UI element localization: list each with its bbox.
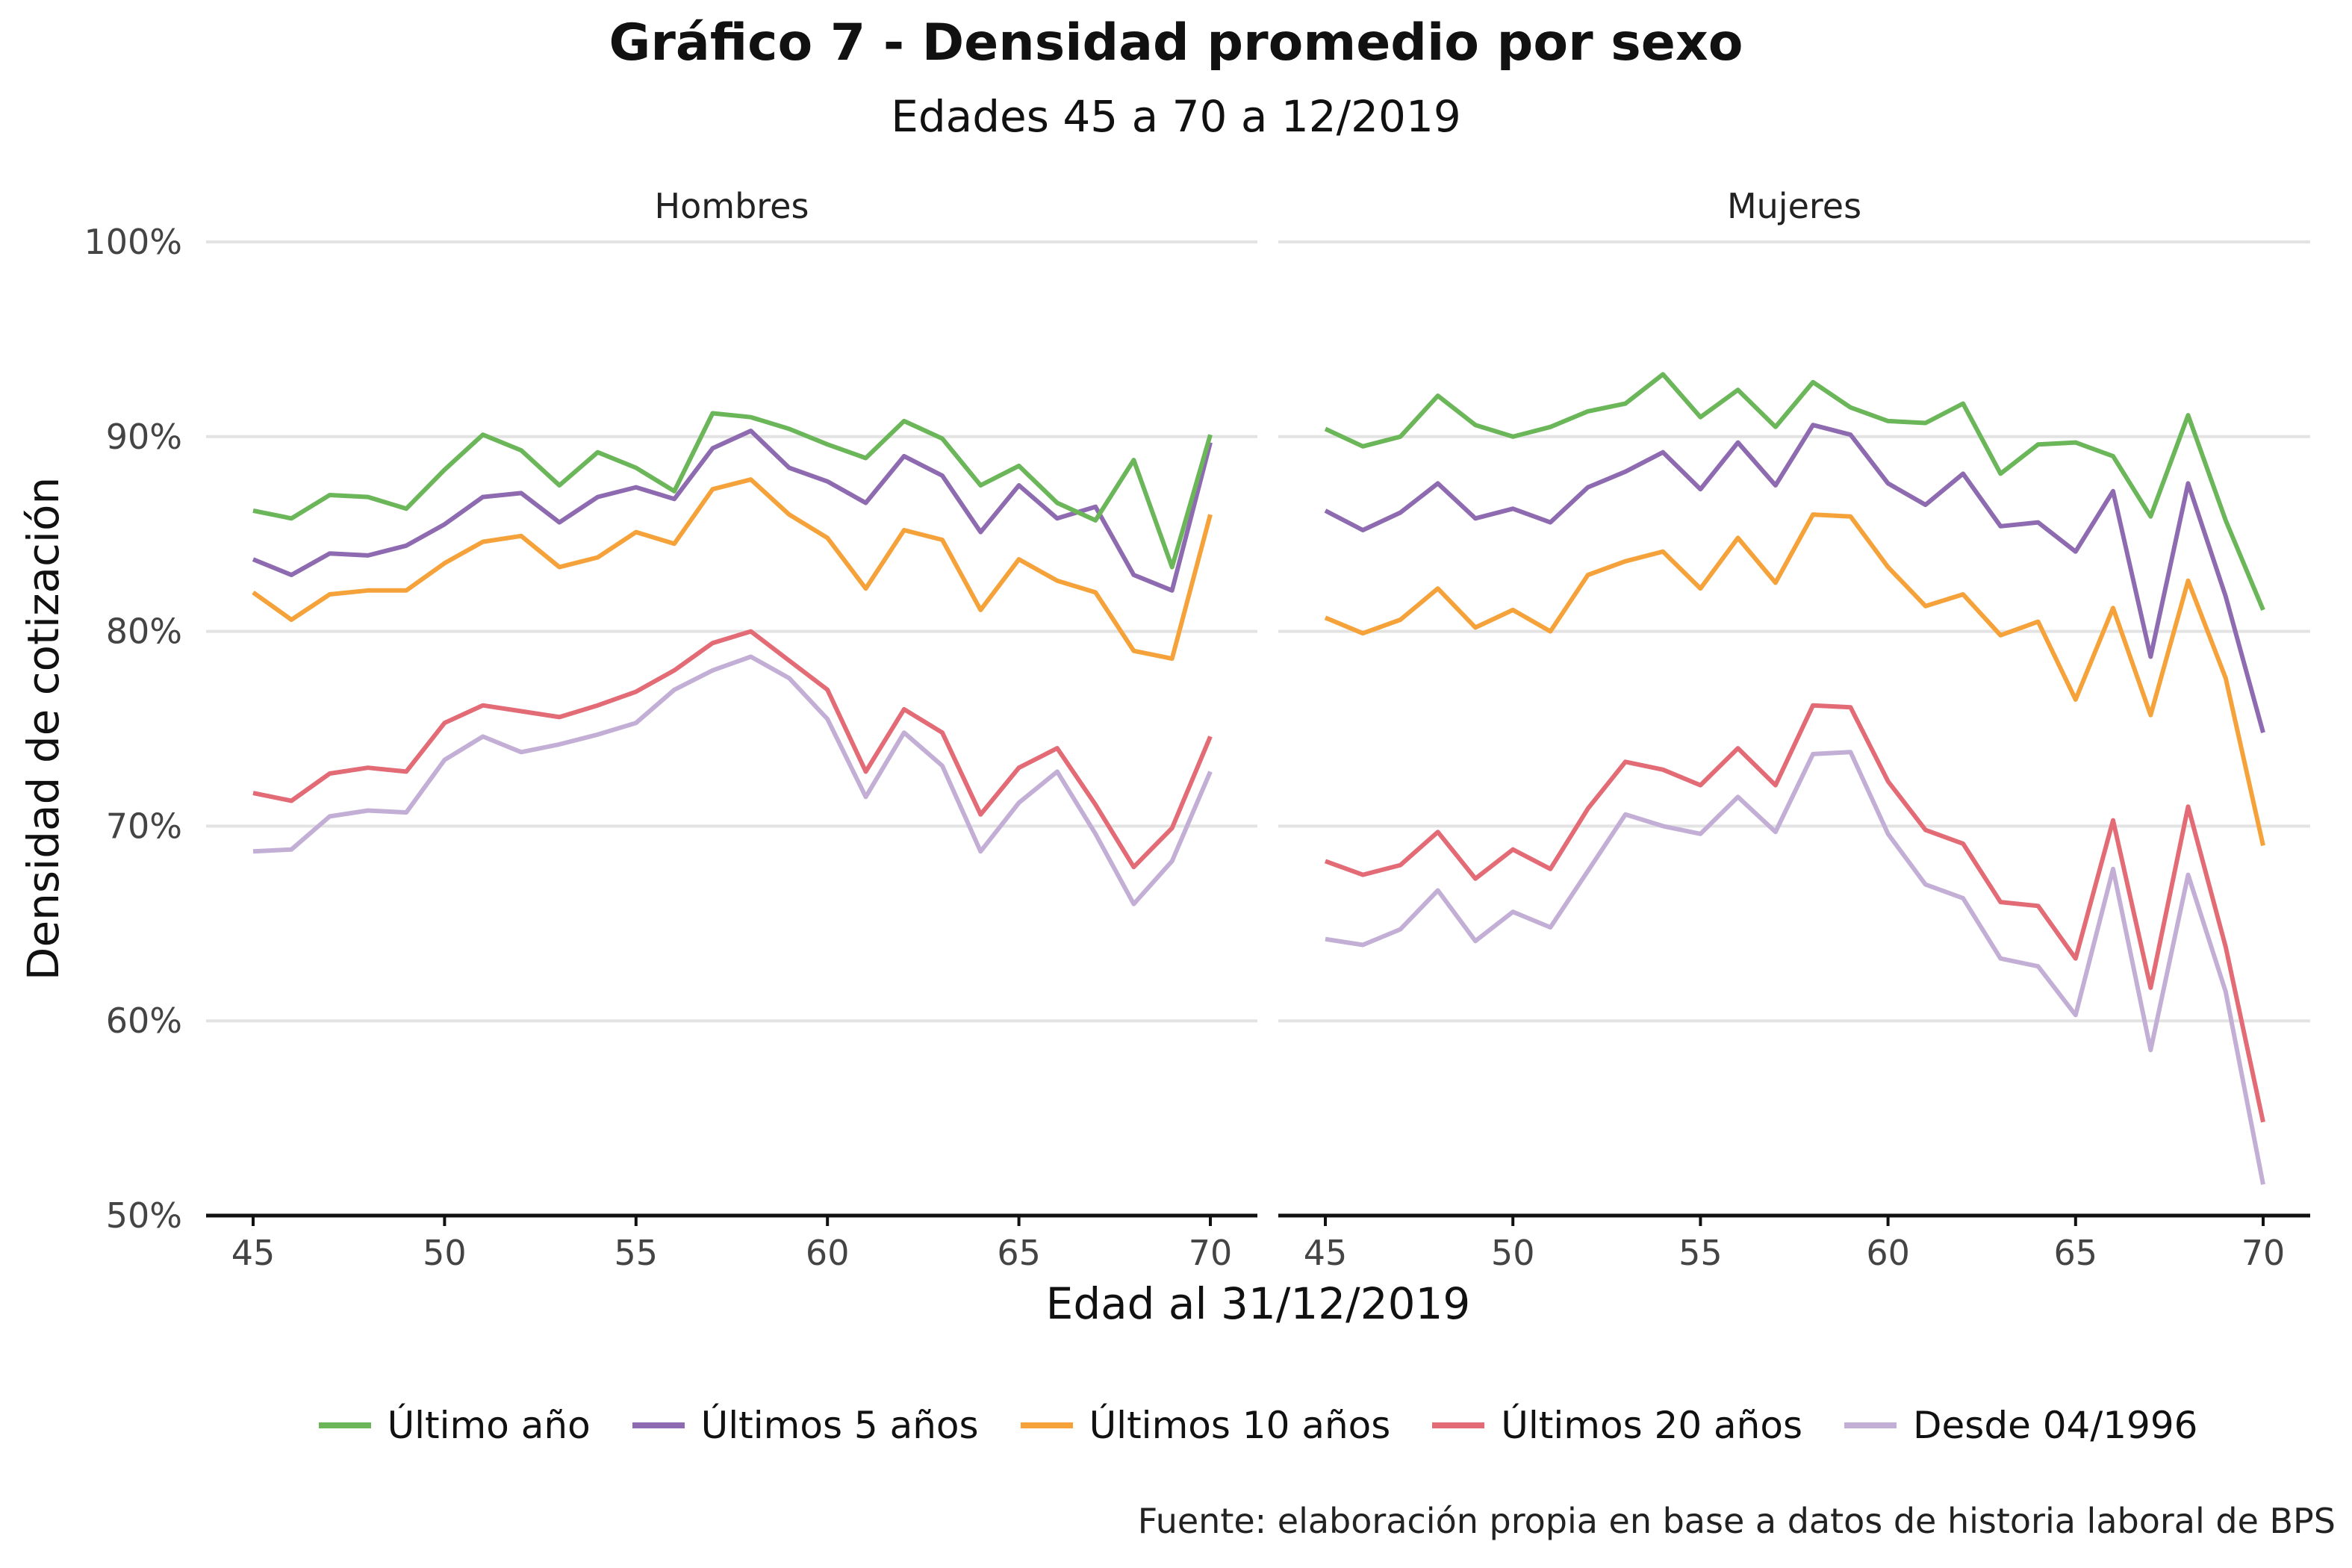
y-tick-label: 60% [106, 1001, 182, 1041]
chart-subtitle: Edades 45 a 70 a 12/2019 [891, 91, 1461, 142]
x-tick-label: 45 [231, 1233, 276, 1273]
x-tick-label: 55 [615, 1233, 659, 1273]
legend-item: Últimos 20 años [1432, 1404, 1802, 1447]
y-tick-label: 100% [84, 222, 182, 262]
y-tick-label: 50% [106, 1195, 182, 1236]
x-tick-label: 60 [806, 1233, 850, 1273]
legend-swatch [1844, 1422, 1897, 1428]
legend-swatch [632, 1422, 685, 1428]
legend-label: Últimos 20 años [1501, 1404, 1803, 1447]
y-tick-label: 70% [106, 806, 182, 846]
x-tick-label: 65 [2054, 1233, 2098, 1273]
chart-title: Gráfico 7 - Densidad promedio por sexo [609, 13, 1743, 72]
series-line-hombres [252, 477, 1213, 662]
source-caption: Fuente: elaboración propia en base a dat… [1137, 1501, 2336, 1541]
legend-item: Último año [318, 1404, 591, 1447]
panel-strip-label: Hombres [655, 186, 809, 226]
x-tick-label: 45 [1304, 1233, 1348, 1273]
panel-mujeres: Mujeres 45 50 55 60 65 70 [1278, 186, 2310, 1273]
legend-item: Últimos 5 años [632, 1404, 979, 1447]
legend-swatch [1432, 1422, 1485, 1428]
x-tick-label: 60 [1866, 1233, 1910, 1273]
series-line-hombres [252, 654, 1213, 906]
legend-label: Desde 04/1996 [1913, 1404, 2198, 1447]
series-line-mujeres [1324, 512, 2265, 847]
series-line-mujeres [1325, 750, 2265, 1185]
series-line-mujeres [1324, 372, 2265, 612]
legend-label: Último año [387, 1404, 591, 1447]
y-tick-label: 90% [106, 417, 182, 457]
y-axis-title: Densidad de cotización [18, 477, 69, 980]
x-tick-label: 50 [423, 1233, 467, 1273]
legend-item: Desde 04/1996 [1844, 1404, 2197, 1447]
x-tick-label: 70 [2241, 1233, 2286, 1273]
series-line-mujeres [1324, 703, 2265, 1123]
panel-strip-label: Mujeres [1727, 186, 1861, 226]
series-line-mujeres [1324, 423, 2265, 733]
x-tick-label: 70 [1189, 1233, 1233, 1273]
legend-swatch [318, 1422, 371, 1428]
series-line-hombres [252, 411, 1213, 570]
legend: Último año Últimos 5 años Últimos 10 años Ú… [318, 1399, 2197, 1452]
panel-hombres: Hombres 45 50 55 60 65 70 [206, 186, 1257, 1273]
x-tick-label: 50 [1491, 1233, 1535, 1273]
legend-label: Últimos 5 años [700, 1404, 979, 1447]
series-line-hombres [252, 629, 1213, 870]
series-line-hombres [252, 429, 1213, 593]
y-tick-label: 80% [106, 612, 182, 652]
legend-swatch [1020, 1422, 1073, 1428]
legend-label: Últimos 10 años [1089, 1404, 1391, 1447]
x-tick-label: 65 [997, 1233, 1041, 1273]
legend-item: Últimos 10 años [1020, 1404, 1391, 1447]
x-axis-title: Edad al 31/12/2019 [1046, 1278, 1471, 1329]
x-tick-label: 55 [1679, 1233, 1723, 1273]
